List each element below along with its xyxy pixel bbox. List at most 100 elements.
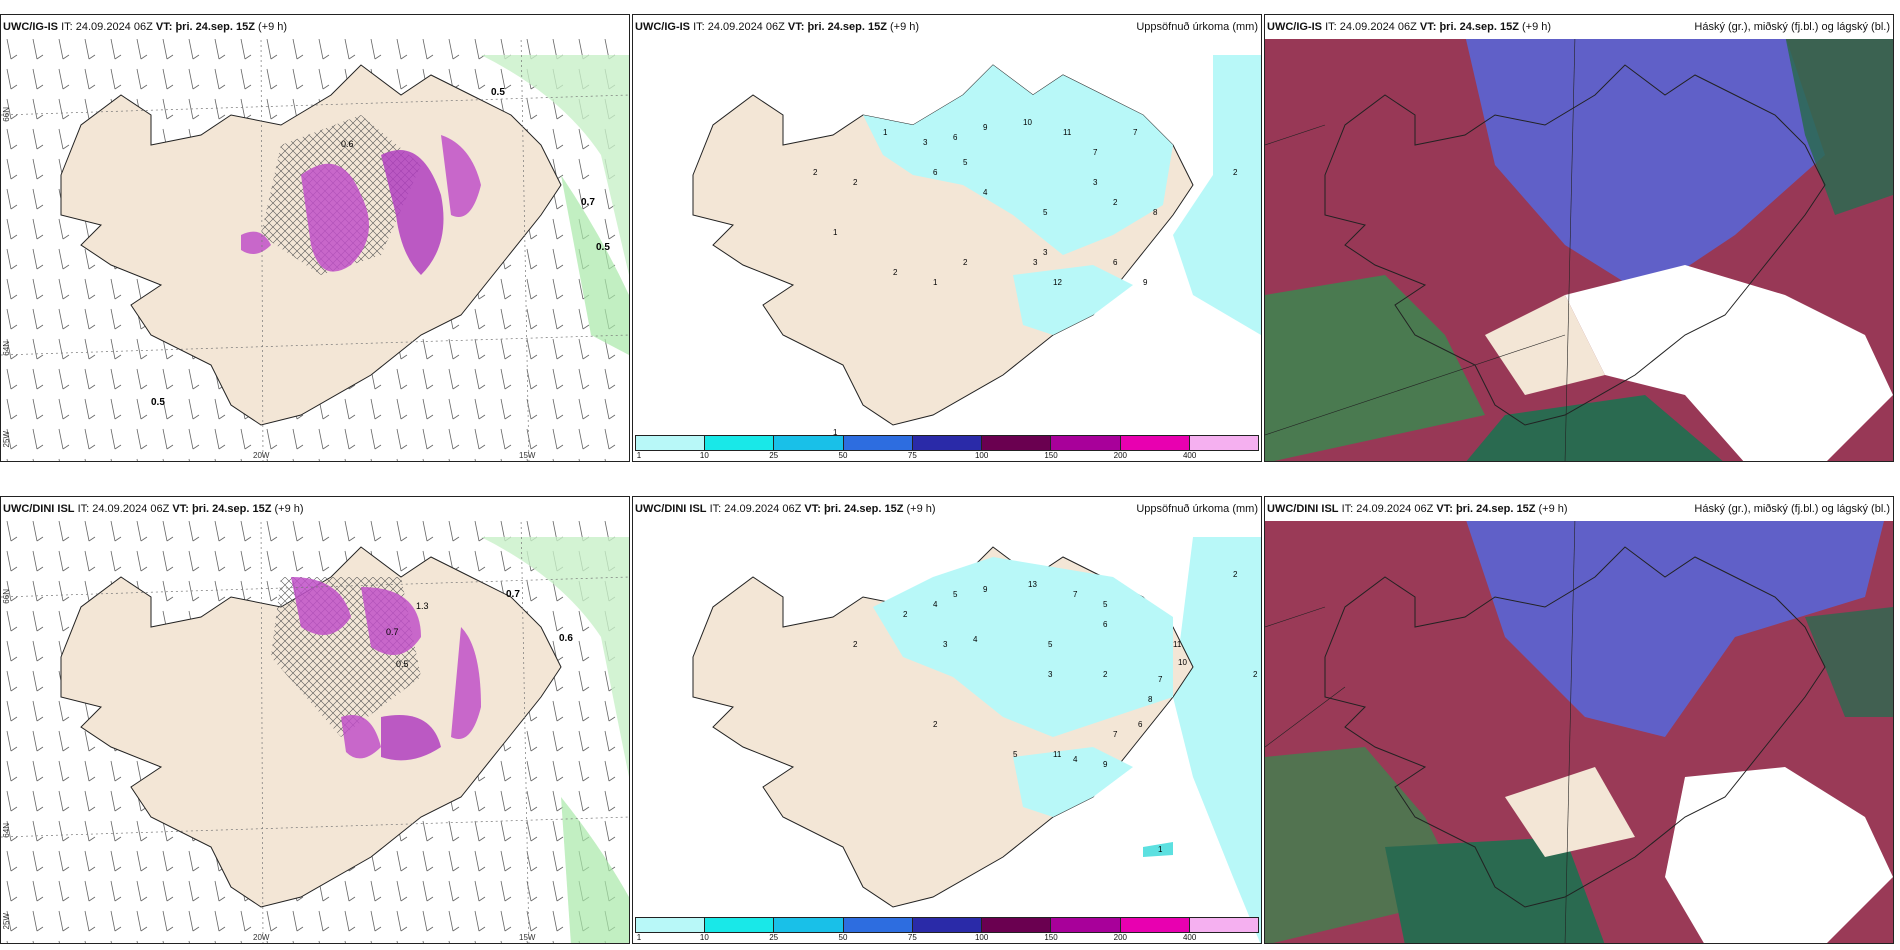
cloud-panel-row1: UWC/IG-IS IT: 24.09.2024 06Z VT: þri. 24… bbox=[1264, 14, 1894, 462]
precip-value: 2 bbox=[963, 258, 968, 267]
precip-value: 3 bbox=[1033, 258, 1038, 267]
colorbar-swatch bbox=[912, 918, 983, 932]
colorbar-swatch bbox=[912, 436, 983, 450]
precip-value: 4 bbox=[983, 188, 988, 197]
colorbar-swatch bbox=[636, 436, 706, 450]
wind-label: 1.3 bbox=[416, 601, 429, 611]
wind-label: 0.7 bbox=[386, 627, 399, 637]
precip-value: 1 bbox=[833, 428, 838, 437]
lon-label: 15W bbox=[519, 451, 536, 460]
precip-value: 4 bbox=[1073, 755, 1078, 764]
colorbar-tick-label: 1 bbox=[636, 933, 642, 942]
colorbar-tick-label: 200 bbox=[1113, 451, 1128, 460]
precip-value: 5 bbox=[1013, 750, 1018, 759]
precip-value: 7 bbox=[1133, 128, 1138, 137]
precip-map: 1 2 3 6 9 5 10 11 7 7 2 3 8 6 4 5 2 2 3 … bbox=[692, 55, 1261, 437]
precip-value: 13 bbox=[1028, 580, 1037, 589]
wind-label: 0.6 bbox=[559, 633, 573, 644]
colorbar-tick-label: 100 bbox=[974, 451, 989, 460]
precip-value: 6 bbox=[953, 133, 958, 142]
precip-value: 6 bbox=[1113, 258, 1118, 267]
precip-value: 9 bbox=[1143, 278, 1148, 287]
precip-value: 2 bbox=[853, 640, 858, 649]
iceland-outline bbox=[1324, 546, 1826, 908]
precip-value: 3 bbox=[1048, 670, 1053, 679]
precip-value: 7 bbox=[1158, 675, 1163, 684]
colorbar-tick-label: 50 bbox=[838, 451, 848, 460]
precip-value: 6 bbox=[1103, 620, 1108, 629]
precip-value: 9 bbox=[983, 585, 988, 594]
colorbar-tick-label: 10 bbox=[699, 451, 709, 460]
precip-value: 3 bbox=[943, 640, 948, 649]
precip-value: 2 bbox=[1233, 168, 1238, 177]
precip-value: 6 bbox=[1138, 720, 1143, 729]
precip-colorbar bbox=[635, 917, 1259, 933]
colorbar-swatch bbox=[774, 436, 844, 450]
wind-snow-map: 0.5 0.6 0.7 0.5 0.5 bbox=[1, 35, 629, 461]
cloud-panel-row2: UWC/DINI ISL IT: 24.09.2024 06Z VT: þri.… bbox=[1264, 496, 1894, 944]
colorbar-swatch bbox=[1189, 918, 1258, 932]
panel-title: UWC/DINI ISL IT: 24.09.2024 06Z VT: þri.… bbox=[1, 497, 629, 521]
precip-colorbar-ticks: 1 10 25 50 75 100 150 200 400 bbox=[635, 451, 1259, 461]
precip-value: 11 bbox=[1063, 128, 1072, 137]
colorbar-swatch bbox=[636, 918, 706, 932]
panel-title: UWC/DINI ISL IT: 24.09.2024 06Z VT: þri.… bbox=[633, 497, 1261, 521]
precip-colorbar bbox=[635, 435, 1259, 451]
lon-label: 20W bbox=[253, 451, 270, 460]
colorbar-tick-label: 150 bbox=[1044, 451, 1058, 460]
colorbar-swatch bbox=[1120, 436, 1190, 450]
colorbar-swatch bbox=[1051, 918, 1121, 932]
colorbar-swatch bbox=[843, 918, 913, 932]
precip-value: 7 bbox=[1073, 590, 1078, 599]
precip-value: 10 bbox=[1178, 658, 1187, 667]
colorbar-tick-label: 75 bbox=[907, 933, 917, 942]
colorbar-swatch bbox=[774, 918, 844, 932]
lon-label: 15W bbox=[519, 933, 536, 942]
precip-value: 8 bbox=[1153, 208, 1158, 217]
precip-panel-row1: UWC/IG-IS IT: 24.09.2024 06Z VT: þri. 24… bbox=[632, 14, 1262, 462]
panel-title: UWC/IG-IS IT: 24.09.2024 06Z VT: þri. 24… bbox=[1265, 15, 1893, 39]
colorbar-tick-label: 50 bbox=[838, 933, 848, 942]
lon-label: 25W bbox=[2, 431, 11, 448]
colorbar-tick-label: 25 bbox=[769, 451, 779, 460]
precip-value: 2 bbox=[1113, 198, 1118, 207]
wind-label: 0.5 bbox=[151, 397, 165, 408]
wind-label: 0.7 bbox=[581, 197, 595, 208]
precip-value: 12 bbox=[1053, 278, 1062, 287]
colorbar-swatch bbox=[1051, 436, 1121, 450]
iceland-land bbox=[60, 546, 562, 908]
colorbar-swatch bbox=[982, 436, 1052, 450]
precip-value: 1 bbox=[883, 128, 888, 137]
cloud-map bbox=[1265, 517, 1893, 943]
wind-label: 0.5 bbox=[596, 242, 610, 253]
precip-title: Uppsöfnuð úrkoma (mm) bbox=[1136, 21, 1258, 33]
wind-label: 0.5 bbox=[491, 87, 505, 98]
cloud-map bbox=[1265, 35, 1893, 461]
colorbar-swatch bbox=[982, 918, 1052, 932]
lat-label: 66N bbox=[2, 107, 11, 122]
precip-value: 7 bbox=[1093, 148, 1098, 157]
precip-value: 8 bbox=[1148, 695, 1153, 704]
lat-label: 66N bbox=[2, 589, 11, 604]
precip-value: 10 bbox=[1023, 118, 1032, 127]
lat-label: 64N bbox=[2, 823, 11, 838]
wind-snow-map: 0.7 0.6 0.7 1.3 0.5 bbox=[1, 517, 629, 943]
colorbar-tick-label: 200 bbox=[1113, 933, 1128, 942]
precip-value: 5 bbox=[1048, 640, 1053, 649]
precip-value: 6 bbox=[933, 168, 938, 177]
wind-label: 0.5 bbox=[396, 659, 409, 669]
precip-value: 2 bbox=[1253, 670, 1258, 679]
panel-title: UWC/IG-IS IT: 24.09.2024 06Z VT: þri. 24… bbox=[633, 15, 1261, 39]
precip-value: 1 bbox=[933, 278, 938, 287]
panel-title: UWC/IG-IS IT: 24.09.2024 06Z VT: þri. 24… bbox=[1, 15, 629, 39]
colorbar-swatch bbox=[1120, 918, 1190, 932]
cloud-title: Háský (gr.), miðský (fj.bl.) og lágský (… bbox=[1694, 21, 1890, 33]
precip-value: 1 bbox=[833, 228, 838, 237]
wind-snow-panel-row2: UWC/DINI ISL IT: 24.09.2024 06Z VT: þri.… bbox=[0, 496, 630, 944]
precip-value: 2 bbox=[1103, 670, 1108, 679]
colorbar-tick-label: 150 bbox=[1044, 933, 1058, 942]
colorbar-tick-label: 400 bbox=[1182, 933, 1197, 942]
colorbar-tick-label: 25 bbox=[769, 933, 779, 942]
precip-panel-row2: UWC/DINI ISL IT: 24.09.2024 06Z VT: þri.… bbox=[632, 496, 1262, 944]
precip-value: 4 bbox=[933, 600, 938, 609]
